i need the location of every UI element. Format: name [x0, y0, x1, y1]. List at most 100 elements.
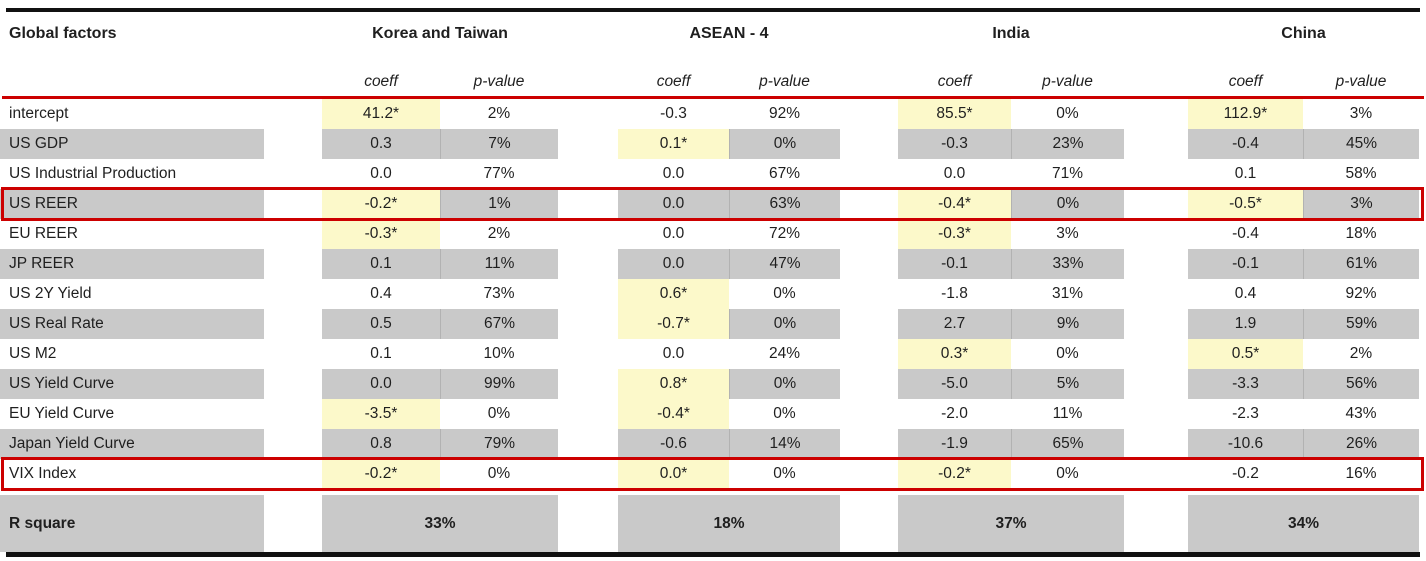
coeff-cell: -0.2* — [898, 459, 1011, 489]
column-gap — [840, 189, 898, 219]
table-row: EU Yield Curve -3.5* 0% -0.4* 0% -2.0 11% -2.3… — [0, 399, 1426, 429]
coeff-cell: 0.6* — [618, 279, 729, 309]
pvalue-cell: 26% — [1303, 429, 1419, 459]
table-bottom-border — [6, 552, 1420, 557]
coeff-cell: -3.3 — [1188, 369, 1303, 399]
column-gap — [1124, 429, 1188, 459]
r-square-korea: 33% — [322, 495, 558, 552]
coeff-cell: -0.2 — [1232, 465, 1259, 482]
column-gap — [558, 219, 618, 249]
column-gap — [558, 369, 618, 399]
pvalue-cell: 18% — [1345, 225, 1377, 242]
coeff-cell: 0.0 — [662, 345, 685, 362]
coeff-cell: 0.8 — [322, 429, 440, 459]
column-gap — [840, 129, 898, 159]
column-gap — [1124, 399, 1188, 429]
page-title: Global factors — [9, 25, 117, 42]
r-square-china: 34% — [1188, 495, 1419, 552]
pvalue-cell: 72% — [768, 225, 801, 242]
pvalue-header-asean: p-value — [759, 73, 810, 90]
pvalue-cell: 58% — [1345, 165, 1377, 182]
row-label: US REER — [0, 189, 264, 219]
column-gap — [558, 399, 618, 429]
pvalue-cell: 0% — [1056, 105, 1079, 122]
row-label: JP REER — [0, 249, 264, 279]
table-row: US REER -0.2* 1% 0.0 63% -0.4* 0% -0.5* 3% — [0, 187, 1426, 221]
pvalue-cell: 2% — [1349, 345, 1373, 362]
pvalue-cell: 77% — [483, 165, 515, 182]
column-gap — [264, 279, 322, 309]
pvalue-cell: 59% — [1303, 309, 1419, 339]
column-gap — [840, 249, 898, 279]
column-gap — [558, 279, 618, 309]
coeff-cell: 0.5* — [1188, 339, 1303, 369]
coeff-cell: -0.3 — [660, 105, 687, 122]
column-gap — [264, 249, 322, 279]
pvalue-cell: 1% — [440, 189, 558, 219]
coeff-cell: 2.7 — [898, 309, 1011, 339]
table-row: US GDP 0.3 7% 0.1* 0% -0.3 23% -0.4 45% — [0, 129, 1426, 159]
pvalue-cell: 11% — [1052, 405, 1083, 422]
coeff-cell: 112.9* — [1188, 99, 1303, 129]
column-gap — [1124, 309, 1188, 339]
column-gap — [1124, 159, 1188, 189]
row-label: US GDP — [0, 129, 264, 159]
coeff-header-china: coeff — [1228, 73, 1263, 90]
table-row: US Yield Curve 0.0 99% 0.8* 0% -5.0 5% -3.3 56% — [0, 369, 1426, 399]
pvalue-cell: 0% — [773, 285, 796, 302]
column-gap — [558, 159, 618, 189]
coeff-cell: 0.4 — [1234, 285, 1257, 302]
column-gap — [558, 99, 618, 129]
pvalue-cell: 10% — [483, 345, 515, 362]
row-label: Japan Yield Curve — [0, 429, 264, 459]
coeff-cell: -10.6 — [1188, 429, 1303, 459]
table-row: US 2Y Yield 0.4 73% 0.6* 0% -1.8 31% 0.4 92% — [0, 279, 1426, 309]
pvalue-cell: 56% — [1303, 369, 1419, 399]
pvalue-cell: 33% — [1011, 249, 1124, 279]
r-square-row: R square 33% 18% 37% 34% — [0, 495, 1426, 552]
pvalue-cell: 43% — [1345, 405, 1377, 422]
coeff-header-asean: coeff — [656, 73, 691, 90]
coeff-cell: -0.3* — [322, 219, 440, 249]
coeff-cell: -0.3* — [898, 219, 1011, 249]
pvalue-cell: 99% — [440, 369, 558, 399]
coeff-cell: 41.2* — [322, 99, 440, 129]
table-row: EU REER -0.3* 2% 0.0 72% -0.3* 3% -0.4 18% — [0, 219, 1426, 249]
coeff-cell: 0.1 — [322, 249, 440, 279]
coeff-cell: -0.4* — [898, 189, 1011, 219]
coeff-cell: -5.0 — [898, 369, 1011, 399]
column-gap — [558, 309, 618, 339]
column-gap — [840, 309, 898, 339]
column-gap — [840, 279, 898, 309]
coeff-cell: -0.4 — [1188, 129, 1303, 159]
group-header-india: India — [992, 25, 1030, 42]
pvalue-cell: 73% — [483, 285, 515, 302]
column-gap — [264, 339, 322, 369]
pvalue-cell: 92% — [768, 105, 801, 122]
pvalue-cell: 61% — [1303, 249, 1419, 279]
pvalue-cell: 0% — [1011, 189, 1124, 219]
coeff-cell: 0.0* — [618, 459, 729, 489]
pvalue-cell: 67% — [440, 309, 558, 339]
table-row: US Real Rate 0.5 67% -0.7* 0% 2.7 9% 1.9 59% — [0, 309, 1426, 339]
row-label: US Yield Curve — [0, 369, 264, 399]
pvalue-cell: 0% — [729, 369, 840, 399]
coeff-cell: -2.0 — [941, 405, 968, 422]
column-gap — [840, 459, 898, 489]
coeff-header-korea: coeff — [364, 73, 398, 90]
column-gap — [264, 459, 322, 489]
pvalue-cell: 5% — [1011, 369, 1124, 399]
table-row: US M2 0.1 10% 0.0 24% 0.3* 0% 0.5* 2% — [0, 339, 1426, 369]
coeff-cell: 0.3* — [898, 339, 1011, 369]
column-gap — [558, 129, 618, 159]
coeff-cell: -0.1 — [1188, 249, 1303, 279]
column-gap — [840, 219, 898, 249]
coeff-cell: -0.4* — [618, 399, 729, 429]
column-gap — [1124, 189, 1188, 219]
coeff-cell: 0.8* — [618, 369, 729, 399]
row-label: US Industrial Production — [9, 165, 177, 182]
coeff-cell: 0.1 — [370, 345, 392, 362]
coeff-cell: 0.4 — [370, 285, 392, 302]
pvalue-header-china: p-value — [1335, 73, 1387, 90]
